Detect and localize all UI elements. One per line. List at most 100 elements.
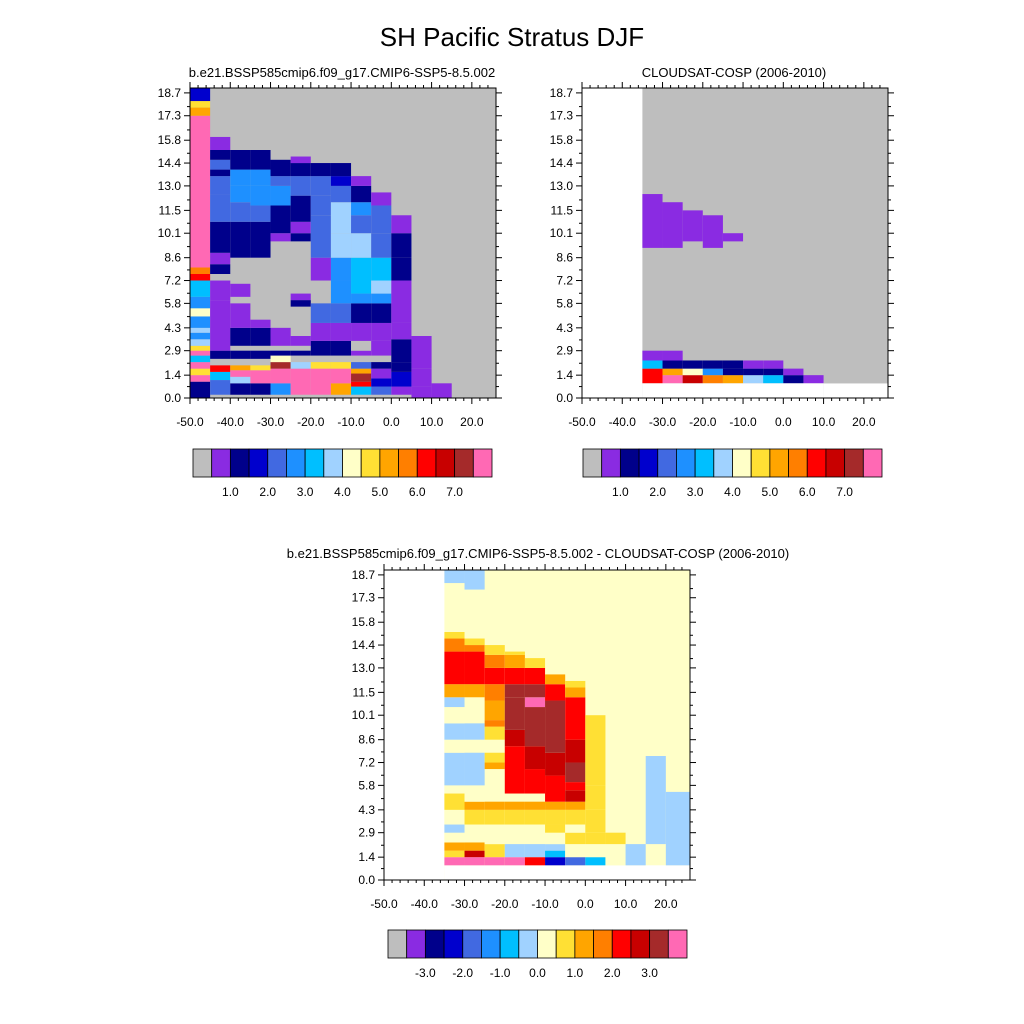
heatmap-cell bbox=[190, 308, 211, 317]
x-tick-label: -30.0 bbox=[257, 415, 285, 429]
y-tick-label: 13.0 bbox=[352, 661, 376, 675]
heatmap-cell bbox=[524, 684, 546, 698]
heatmap-cell bbox=[504, 746, 525, 794]
heatmap-cell bbox=[545, 700, 566, 753]
heatmap-cell bbox=[504, 697, 525, 730]
y-tick-label: 11.5 bbox=[353, 685, 376, 699]
y-tick-label: 14.4 bbox=[550, 156, 574, 170]
colorbar-swatch bbox=[657, 448, 677, 478]
heatmap-cell bbox=[371, 257, 392, 281]
heatmap-cell bbox=[444, 832, 465, 843]
colorbar-label: 3.0 bbox=[297, 485, 314, 499]
y-tick-label: 18.7 bbox=[158, 86, 182, 100]
colorbar-swatch bbox=[379, 448, 399, 478]
heatmap-cell bbox=[545, 844, 566, 851]
heatmap-cell bbox=[823, 381, 888, 384]
heatmap-cell bbox=[310, 195, 331, 216]
colorbar-swatch bbox=[406, 929, 426, 959]
heatmap-cell bbox=[444, 684, 465, 698]
y-tick-label: 15.8 bbox=[158, 133, 182, 147]
heatmap-cell bbox=[585, 809, 606, 833]
heatmap-cell bbox=[250, 383, 271, 395]
colorbar-swatch bbox=[192, 448, 213, 478]
heatmap-cell bbox=[351, 350, 372, 356]
heatmap-cell bbox=[504, 729, 525, 747]
heatmap-cell bbox=[230, 383, 251, 395]
heatmap-cell bbox=[210, 194, 231, 222]
heatmap-cell bbox=[270, 327, 291, 346]
heatmap-cell bbox=[545, 674, 566, 685]
heatmap-cell bbox=[524, 857, 546, 866]
heatmap-cell bbox=[250, 365, 271, 371]
heatmap-cell bbox=[330, 340, 352, 356]
heatmap-cell bbox=[431, 383, 452, 398]
colorbar-label: 1.0 bbox=[222, 485, 239, 499]
heatmap-cell bbox=[371, 362, 392, 369]
colorbar-swatch bbox=[638, 448, 659, 478]
colorbar-label: 2.0 bbox=[649, 485, 666, 499]
heatmap-cell bbox=[190, 327, 211, 333]
heatmap-cell bbox=[565, 857, 586, 866]
y-tick-label: 7.2 bbox=[164, 274, 181, 288]
y-tick-label: 8.6 bbox=[164, 251, 181, 265]
heatmap-cell bbox=[524, 667, 546, 685]
heatmap-cell bbox=[270, 176, 291, 186]
heatmap-cell bbox=[250, 169, 271, 186]
colorbar-label: 2.0 bbox=[259, 485, 276, 499]
heatmap-cell bbox=[823, 383, 888, 398]
heatmap-cell bbox=[464, 809, 485, 825]
heatmap-cell bbox=[605, 857, 626, 866]
y-tick-label: 17.3 bbox=[158, 109, 182, 123]
heatmap-cell bbox=[250, 150, 271, 170]
colorbar-swatch bbox=[713, 448, 733, 478]
heatmap-cell bbox=[743, 375, 764, 384]
heatmap-cell bbox=[642, 383, 824, 398]
heatmap-cell bbox=[565, 790, 586, 802]
x-tick-label: 0.0 bbox=[577, 897, 594, 911]
heatmap-cell bbox=[545, 801, 566, 810]
heatmap-cell bbox=[190, 368, 211, 376]
heatmap-cell bbox=[351, 373, 372, 382]
heatmap-cell bbox=[210, 371, 231, 381]
heatmap-cell bbox=[270, 368, 291, 384]
heatmap-cell bbox=[330, 202, 352, 234]
heatmap-cell bbox=[290, 368, 311, 395]
heatmap-cell bbox=[565, 739, 586, 763]
heatmap-cell bbox=[310, 163, 331, 177]
y-tick-label: 2.9 bbox=[556, 344, 573, 358]
heatmap-cell bbox=[290, 163, 311, 177]
colorbar-label: 4.0 bbox=[724, 485, 741, 499]
colorbar-label: 5.0 bbox=[372, 485, 389, 499]
y-tick-label: 10.1 bbox=[158, 226, 182, 240]
heatmap-cell bbox=[391, 386, 412, 395]
colorbar-swatch bbox=[435, 448, 456, 478]
colorbar-swatch bbox=[806, 448, 827, 478]
heatmap-cell bbox=[330, 280, 352, 304]
heatmap-cell bbox=[290, 233, 311, 242]
heatmap-cell bbox=[230, 150, 251, 170]
colorbar-swatch bbox=[574, 929, 594, 959]
x-tick-label: -10.0 bbox=[729, 415, 757, 429]
figure-title: SH Pacific Stratus DJF bbox=[380, 22, 644, 52]
heatmap-cell bbox=[330, 185, 352, 203]
heatmap-cell bbox=[524, 809, 546, 825]
heatmap-cell bbox=[330, 383, 352, 395]
heatmap-cell bbox=[444, 723, 465, 740]
heatmap-cell bbox=[464, 651, 485, 685]
heatmap-cell bbox=[230, 327, 251, 346]
heatmap-cell bbox=[642, 360, 663, 369]
x-tick-label: -20.0 bbox=[491, 897, 519, 911]
heatmap-cell bbox=[524, 658, 546, 668]
colorbar-label: 2.0 bbox=[604, 966, 621, 980]
y-tick-label: 18.7 bbox=[352, 568, 376, 582]
colorbar-swatch bbox=[769, 448, 789, 478]
panel-diff: b.e21.BSSP585cmip6.f09_g17.CMIP6-SSP5-8.… bbox=[287, 546, 789, 980]
heatmap-cell bbox=[330, 362, 352, 369]
heatmap-cell bbox=[484, 762, 505, 770]
heatmap-cell bbox=[565, 824, 586, 833]
heatmap-cell bbox=[763, 368, 784, 376]
heatmap-cell bbox=[585, 715, 606, 786]
heatmap-cell bbox=[464, 684, 485, 698]
heatmap-cell bbox=[190, 107, 211, 116]
colorbar-swatch bbox=[387, 929, 408, 959]
